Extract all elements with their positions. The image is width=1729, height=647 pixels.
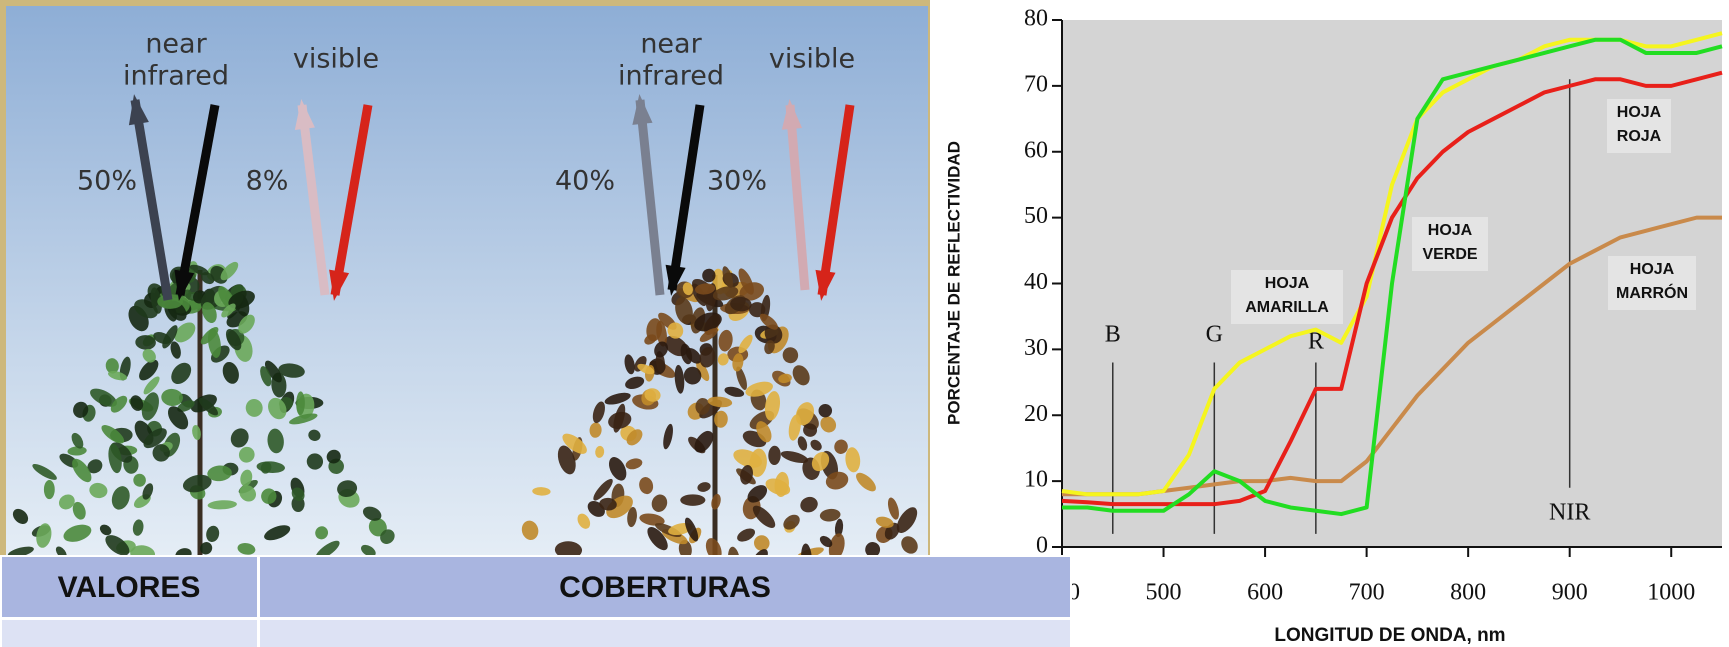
x-axis-label: LONGITUD DE ONDA, nm — [1274, 625, 1505, 646]
x-tick-label: 800 — [1450, 580, 1486, 606]
ir-percent: 40% — [555, 166, 615, 197]
ir-label: near — [640, 29, 702, 60]
annotation: VERDE — [1422, 246, 1477, 263]
table: VALORES COBERTURAS — [0, 555, 1072, 647]
visible-label: visible — [293, 44, 379, 75]
leaf — [44, 480, 55, 499]
leaf — [680, 494, 705, 506]
x-tick-label: 600 — [1247, 580, 1283, 606]
annotation: MARRÓN — [1616, 283, 1688, 302]
y-tick-label: 80 — [1024, 6, 1048, 32]
visible-percent: 8% — [246, 166, 289, 197]
visible-label: visible — [769, 44, 855, 75]
band-label: G — [1206, 322, 1223, 348]
y-tick-label: 70 — [1024, 71, 1048, 97]
y-tick-label: 40 — [1024, 269, 1048, 295]
annotation: HOJA — [1428, 222, 1473, 239]
y-tick-label: 30 — [1024, 335, 1048, 361]
annotation: HOJA — [1265, 275, 1310, 292]
table-header: COBERTURAS — [559, 571, 771, 604]
y-tick-label: 10 — [1024, 467, 1048, 493]
annotation: AMARILLA — [1245, 299, 1329, 316]
table-cell — [2, 620, 257, 647]
x-tick-label: 700 — [1349, 580, 1385, 606]
table-cell — [260, 620, 1070, 647]
ir-label: infrared — [123, 61, 229, 92]
y-axis-label: PORCENTAJE DE REFLECTIVIDAD — [944, 141, 963, 425]
y-tick-label: 60 — [1024, 137, 1048, 163]
visible-percent: 30% — [707, 166, 767, 197]
annotation: HOJA — [1617, 104, 1662, 121]
y-tick-label: 50 — [1024, 203, 1048, 229]
x-tick-label: 500 — [1146, 580, 1182, 606]
x-tick-label: 1000 — [1647, 580, 1695, 606]
x-tick-label: 900 — [1552, 580, 1588, 606]
ir-label: near — [145, 29, 207, 60]
annotation: ROJA — [1617, 128, 1662, 145]
y-tick-label: 0 — [1036, 533, 1048, 559]
page: nearinfraredvisible50%8%nearinfraredvisi… — [0, 0, 1729, 647]
band-label: B — [1105, 322, 1121, 348]
annotation: HOJA — [1630, 261, 1675, 278]
ir-label: infrared — [618, 61, 724, 92]
y-tick-label: 20 — [1024, 401, 1048, 427]
table-header: VALORES — [58, 571, 201, 604]
band-label: NIR — [1549, 500, 1590, 526]
ir-percent: 50% — [77, 166, 137, 197]
